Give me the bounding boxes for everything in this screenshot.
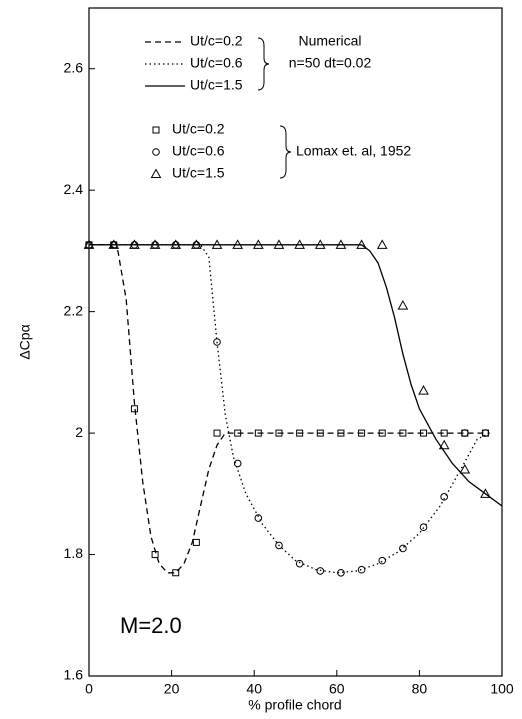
marker	[275, 429, 283, 437]
y-tick-label: 1.6	[64, 667, 84, 683]
legend-marker	[152, 148, 160, 156]
marker	[295, 559, 304, 568]
marker	[234, 429, 242, 437]
group-label: Lomax et. al, 1952	[296, 143, 411, 159]
legend-label: Ut/c=1.5	[190, 77, 243, 93]
marker	[376, 239, 388, 249]
legend-label: Ut/c=0.6	[172, 143, 225, 159]
legend-marker	[150, 168, 162, 178]
marker	[461, 429, 469, 437]
y-axis-label: ΔCpα	[17, 324, 33, 359]
marker	[149, 239, 161, 249]
series-line	[89, 244, 490, 574]
x-tick-label: 80	[412, 681, 428, 697]
marker	[108, 239, 120, 249]
marker	[254, 429, 262, 437]
marker	[211, 239, 223, 249]
marker	[399, 544, 407, 553]
marker	[314, 239, 326, 249]
marker	[378, 556, 387, 565]
legend-label: Ut/c=1.5	[172, 165, 225, 181]
marker	[254, 514, 263, 522]
marker	[316, 567, 325, 575]
x-tick-label: 0	[85, 681, 93, 697]
marker	[252, 239, 264, 249]
legend-marker	[152, 126, 160, 134]
brace	[279, 125, 292, 179]
x-axis-label: % profile chord	[248, 697, 341, 713]
marker	[418, 385, 429, 395]
marker	[397, 300, 409, 310]
marker	[399, 429, 407, 437]
marker	[213, 338, 221, 346]
legend-label: Ut/c=0.2	[172, 121, 225, 137]
legend-label: Ut/c=0.2	[190, 33, 243, 49]
marker	[172, 569, 180, 577]
marker	[130, 405, 138, 413]
group-label: n=50 dt=0.02	[289, 55, 372, 71]
x-tick-label: 20	[164, 681, 180, 697]
marker	[151, 551, 159, 559]
marker	[191, 239, 202, 249]
plot-frame	[88, 7, 503, 677]
legend-label: Ut/c=0.6	[190, 55, 243, 71]
marker	[273, 239, 285, 249]
marker	[438, 439, 450, 450]
series-line	[89, 244, 490, 574]
marker	[275, 541, 283, 550]
marker	[294, 239, 305, 249]
marker	[337, 568, 345, 577]
y-tick-label: 2	[75, 424, 83, 440]
marker	[358, 429, 366, 437]
marker	[233, 459, 242, 468]
marker	[356, 239, 367, 249]
marker	[296, 429, 304, 437]
marker	[419, 523, 428, 532]
marker	[335, 239, 347, 249]
x-tick-label: 40	[246, 681, 262, 697]
series-line	[89, 244, 503, 507]
y-tick-label: 2.6	[64, 59, 84, 75]
x-tick-label: 60	[329, 681, 345, 697]
marker	[378, 429, 386, 437]
marker	[459, 464, 471, 474]
y-tick-label: 1.8	[64, 545, 84, 561]
annotation: M=2.0	[120, 613, 182, 638]
marker	[170, 239, 182, 249]
marker	[213, 429, 221, 437]
marker	[83, 239, 95, 249]
marker	[192, 538, 200, 546]
brace	[257, 37, 270, 91]
y-tick-label: 2.2	[64, 302, 84, 318]
marker	[420, 429, 428, 437]
marker	[357, 565, 366, 574]
marker	[129, 239, 140, 249]
marker	[440, 493, 448, 501]
marker	[316, 429, 324, 437]
marker	[337, 429, 345, 437]
group-label: Numerical	[298, 33, 361, 49]
marker	[481, 429, 490, 437]
y-tick-label: 2.4	[64, 181, 84, 197]
marker	[232, 239, 244, 249]
marker	[480, 488, 491, 498]
marker	[440, 429, 448, 437]
x-tick-label: 100	[490, 681, 514, 697]
